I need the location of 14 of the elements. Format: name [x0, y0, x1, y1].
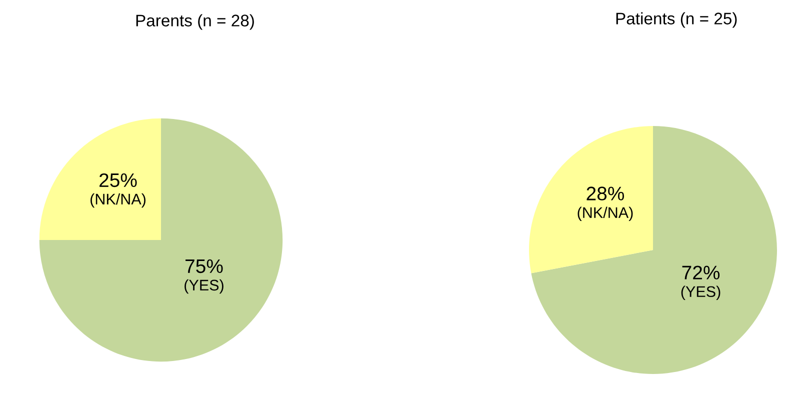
pie-slice — [529, 126, 653, 274]
chart-title: Patients (n = 25) — [616, 12, 737, 28]
data-label: 72% — [682, 266, 720, 280]
slice-label: (YES) — [681, 286, 720, 300]
chart-title: Parents (n = 28) — [136, 14, 254, 30]
slice-label: (YES) — [184, 279, 224, 294]
pie-slice — [39, 118, 283, 362]
data-label: 28% — [586, 186, 624, 200]
pie-slice — [39, 118, 161, 240]
slice-label: (NK/NA) — [578, 206, 633, 221]
pie-slice — [531, 126, 777, 374]
data-label: 75% — [186, 259, 223, 274]
slice-label: (NK/NA) — [90, 193, 146, 208]
data-label: 25% — [100, 173, 137, 188]
